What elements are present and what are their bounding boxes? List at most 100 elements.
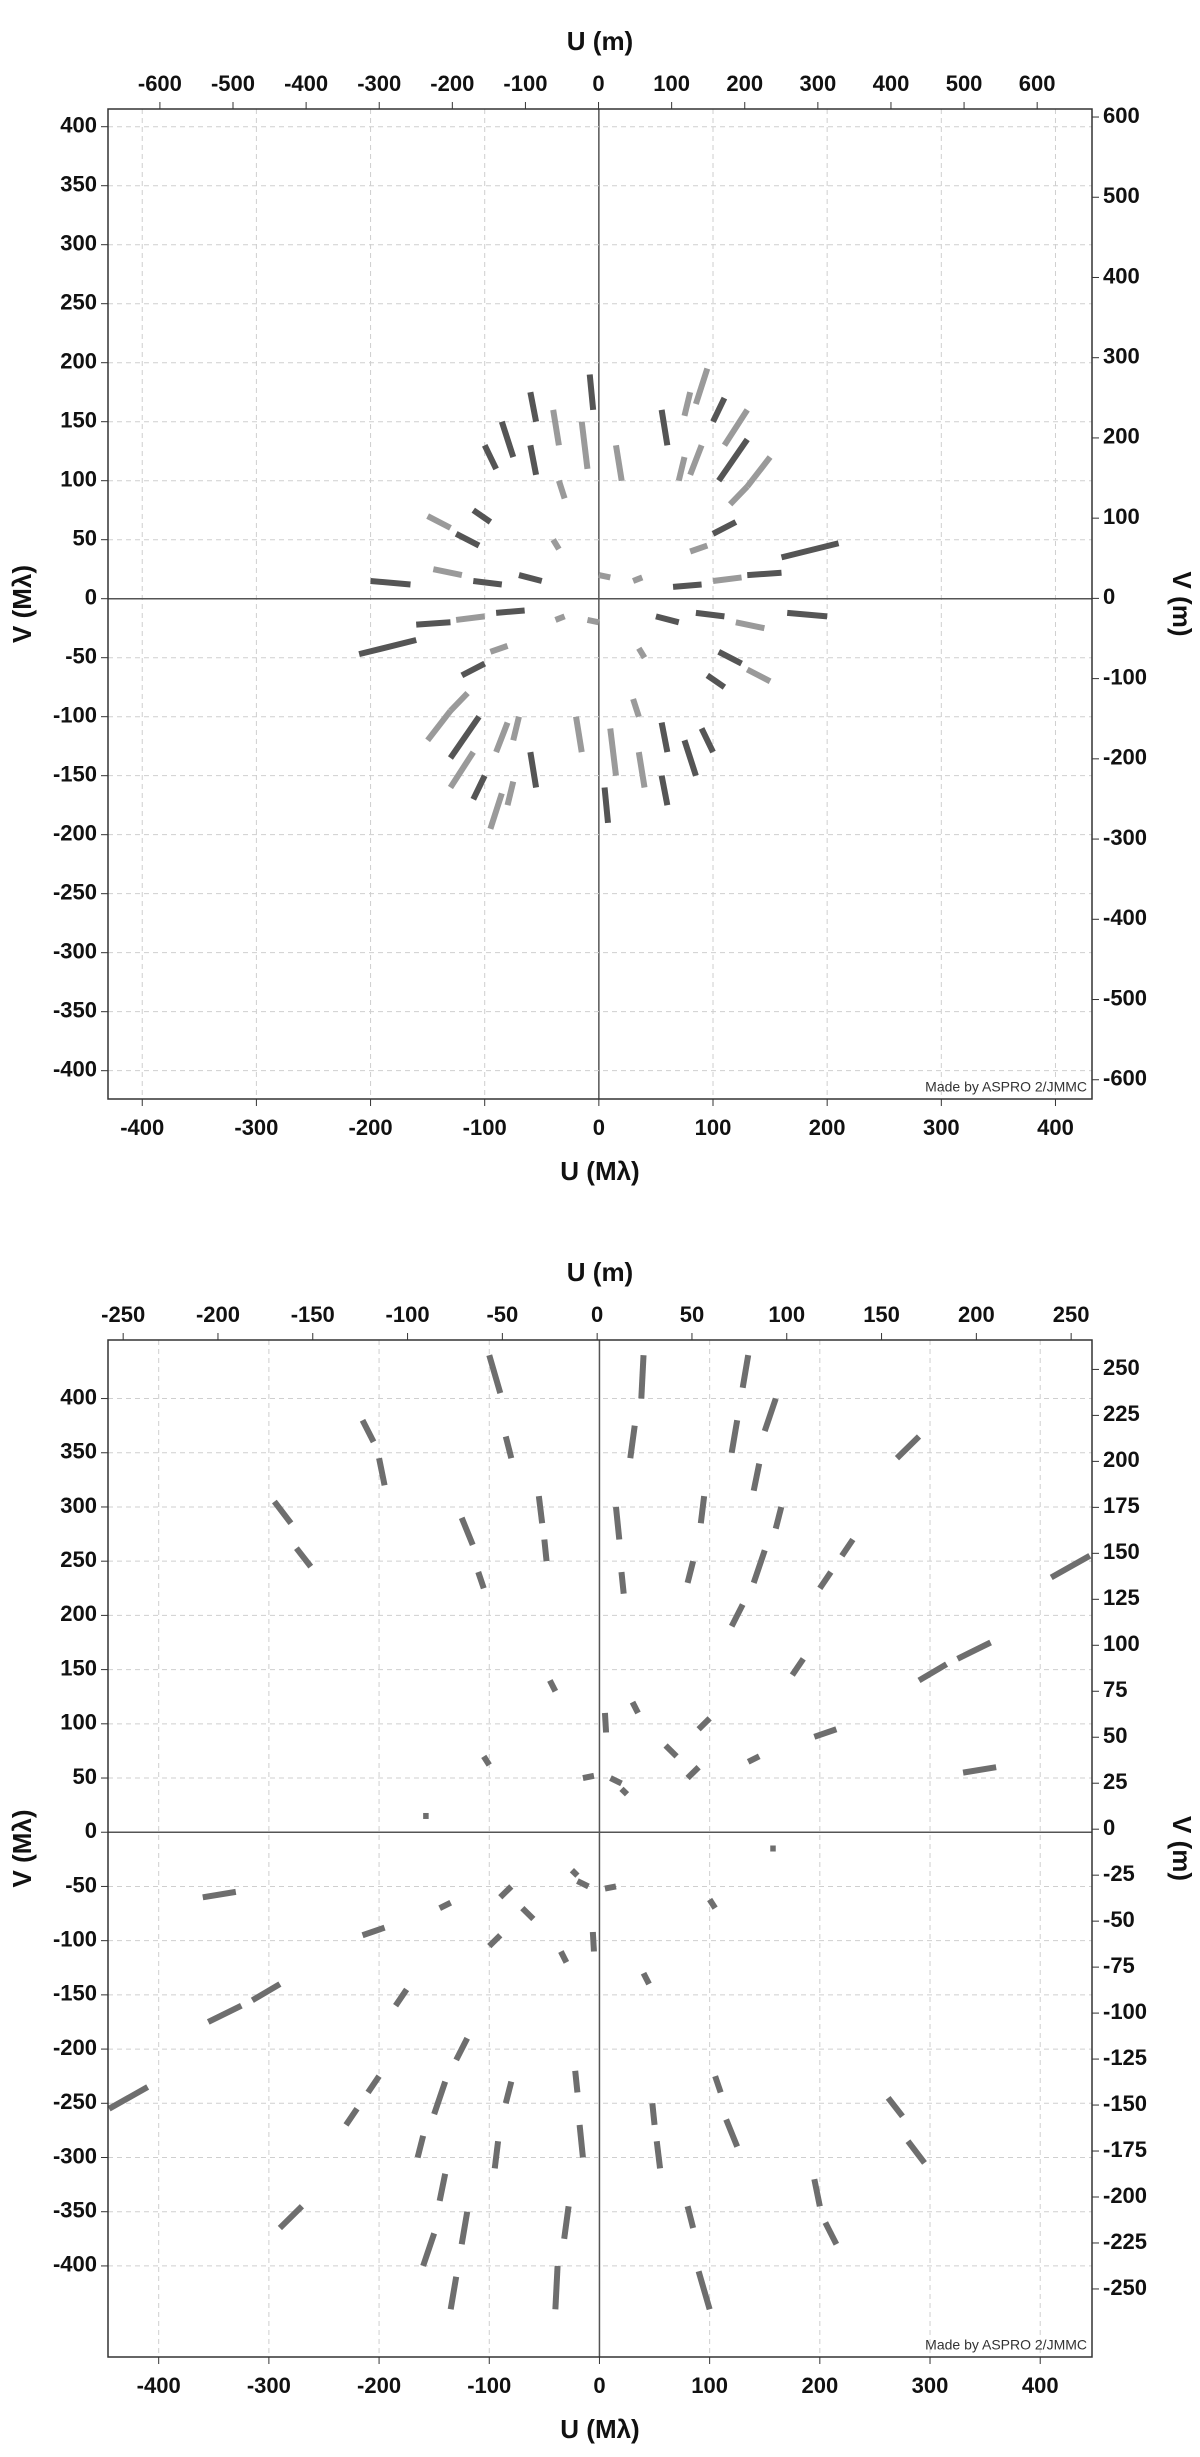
uv-segment	[425, 708, 453, 743]
uv-segment	[658, 775, 671, 806]
y-tick-label: -300	[53, 938, 97, 963]
uv-segment	[495, 607, 525, 616]
uv-segment	[735, 619, 765, 632]
uv-segment	[717, 649, 743, 667]
y-tick-label: -250	[53, 879, 97, 904]
y2-tick-label: -100	[1103, 1999, 1147, 2024]
credit: Made by ASPRO 2/JMMC	[925, 1079, 1087, 1095]
uv-segment	[613, 444, 625, 482]
uv-segment	[502, 2080, 515, 2105]
uv-segment	[747, 569, 782, 579]
y-tick-label: 300	[60, 1493, 97, 1518]
uv-segment	[638, 1355, 647, 1399]
uv-segment	[885, 2096, 905, 2119]
uv-segment	[453, 2036, 470, 2062]
uv-segment	[458, 1516, 476, 1547]
y2-tick-label: -175	[1103, 2137, 1147, 2162]
x-tick-label: 0	[593, 2373, 605, 2398]
uv-segment	[789, 1657, 806, 1677]
y2-tick-label: 0	[1103, 1815, 1115, 1840]
y-tick-label: 400	[60, 113, 97, 138]
x2-tick-label: 300	[799, 71, 836, 96]
uv-segment	[491, 2140, 502, 2169]
uv-segment	[458, 2211, 471, 2245]
y2-tick-label: 75	[1103, 1677, 1127, 1702]
y-tick-label: -200	[53, 2035, 97, 2060]
y-tick-label: 250	[60, 1547, 97, 1572]
y2-tick-label: -75	[1103, 1953, 1135, 1978]
y2-tick-label: -250	[1103, 2275, 1147, 2300]
y2-tick-label: 500	[1103, 183, 1140, 208]
y-tick-label: 350	[60, 1439, 97, 1464]
uv-segment	[712, 2075, 724, 2094]
y-tick-label: -50	[65, 644, 97, 669]
uv-segment	[250, 1981, 282, 2003]
x-tick-label: -300	[234, 1115, 278, 1140]
uv-segment	[502, 1435, 515, 1459]
uv-segment	[393, 1987, 410, 2008]
x2-tick-label: 0	[591, 1302, 603, 1327]
uv-segment	[586, 374, 597, 411]
uv-segment	[370, 578, 411, 588]
uv-segment	[711, 519, 738, 537]
y2-tick-label: 50	[1103, 1723, 1127, 1748]
uv-segment	[684, 1560, 697, 1584]
uv-segment	[493, 721, 511, 754]
uv-segment	[695, 609, 725, 620]
x-tick-label: 100	[691, 2373, 728, 2398]
uv-segment	[687, 444, 705, 476]
uv-segment	[612, 1506, 623, 1540]
uv-segment	[504, 780, 517, 806]
uv-segment	[746, 1753, 761, 1765]
y2-tick-label: 400	[1103, 263, 1140, 288]
uv-segment	[962, 1764, 997, 1776]
y2-tick-label: 25	[1103, 1769, 1127, 1794]
plot-frame	[107, 108, 1093, 1100]
uv-segment	[744, 455, 773, 489]
uv-segment	[520, 1905, 536, 1922]
uv-segment	[343, 2107, 360, 2127]
uv-segment	[698, 727, 716, 754]
y-tick-label: 250	[60, 290, 97, 315]
uv-segment	[573, 716, 585, 753]
x2-tick-label: 250	[1053, 1302, 1090, 1327]
y2-tick-label: 200	[1103, 424, 1140, 449]
y-tick-label: 200	[60, 1601, 97, 1626]
uv-segment	[552, 2265, 561, 2310]
y-tick-label: -350	[53, 2198, 97, 2223]
uv-segment	[630, 698, 642, 718]
x2-tick-label: -100	[503, 71, 547, 96]
uv-segment	[487, 792, 505, 830]
uv-segment	[359, 1418, 377, 1444]
y2-tick-label: 600	[1103, 103, 1140, 128]
uv-segment	[786, 609, 828, 620]
uv-segment	[712, 574, 742, 584]
uv-segment	[750, 1463, 763, 1492]
x-tick-label: 400	[1037, 1115, 1074, 1140]
x2-tick-label: 200	[726, 71, 763, 96]
uv-segment	[431, 2080, 449, 2116]
x2-tick-label: 150	[863, 1302, 900, 1327]
uv-segment	[586, 616, 600, 626]
uv-segment	[636, 646, 648, 660]
uv-segment	[956, 1639, 992, 1662]
segments	[358, 367, 840, 830]
y2-tick-label: -125	[1103, 2045, 1147, 2070]
x-tick-label: 200	[809, 1115, 846, 1140]
uv-segment	[498, 420, 517, 459]
y2-tick-label: 300	[1103, 344, 1140, 369]
x-tick-label: -200	[357, 2373, 401, 2398]
uv-segment	[710, 396, 728, 424]
x2-tick-label: -500	[211, 71, 255, 96]
x2-tick-label: -400	[284, 71, 328, 96]
uv-segment	[547, 1679, 559, 1693]
uv-segment	[518, 572, 543, 584]
uv-segment	[822, 2221, 840, 2246]
plot-frame	[107, 1339, 1093, 2358]
uv-segment	[653, 2140, 664, 2169]
uv-segment	[817, 1570, 834, 1590]
uv-segment	[729, 1603, 746, 1628]
y-tick-label: 0	[85, 1818, 97, 1843]
uv-segment	[550, 538, 562, 551]
uv-segment	[635, 751, 648, 788]
